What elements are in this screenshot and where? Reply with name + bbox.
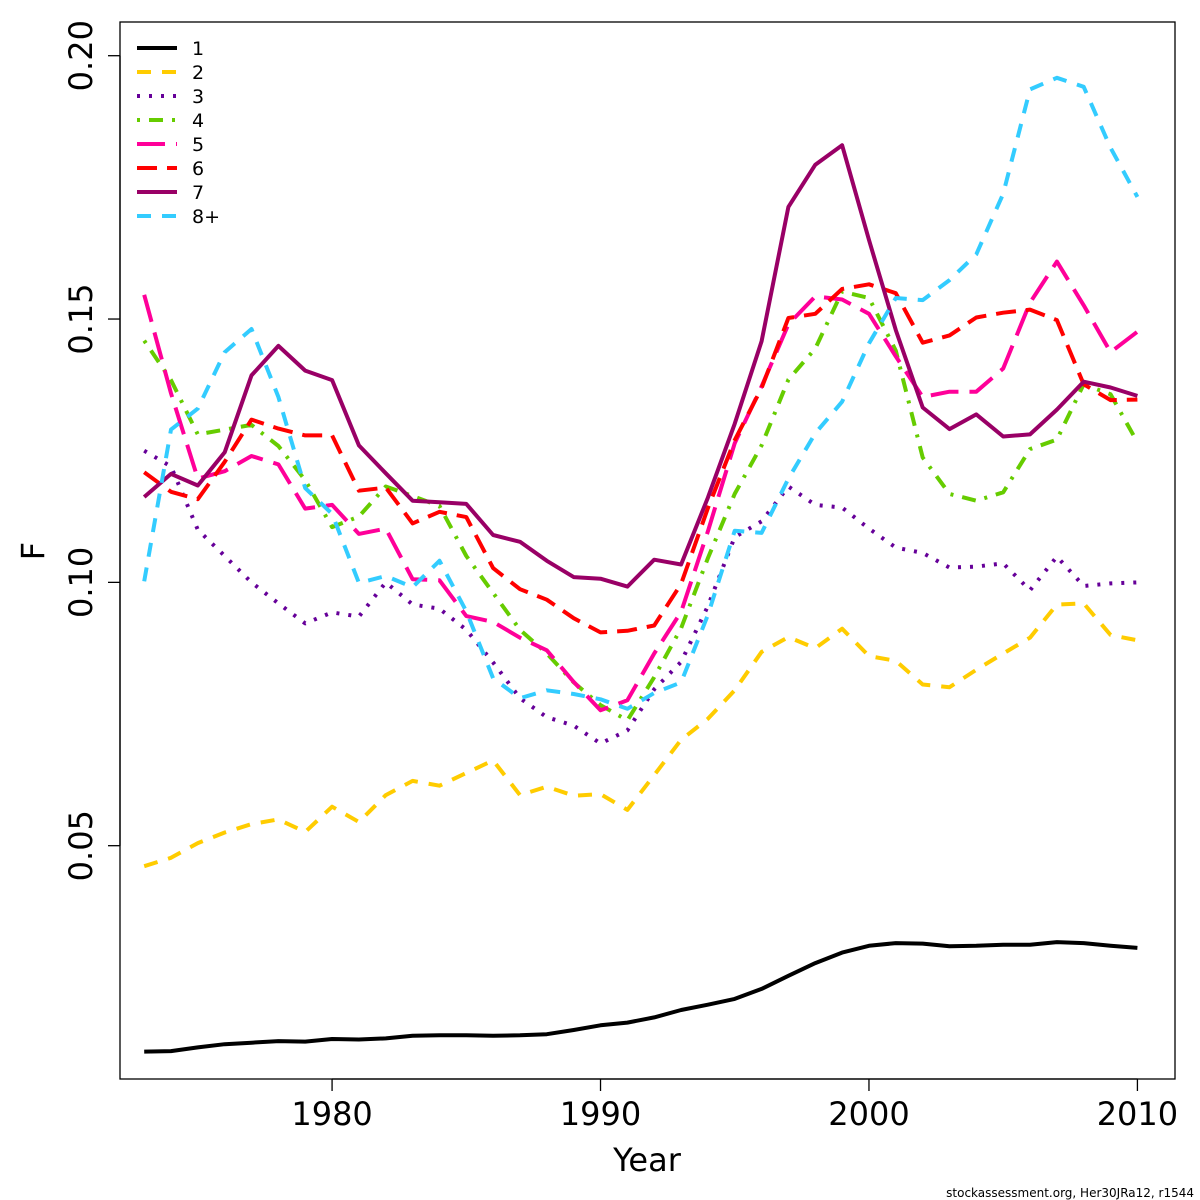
series-line-1: [144, 940, 1138, 1054]
series-layer: [142, 75, 1140, 1054]
x-tick-label: 2000: [828, 1095, 909, 1133]
y-axis-title: F: [14, 542, 52, 560]
series-line-2: [143, 601, 1138, 869]
legend-item-8plus: 8+: [137, 206, 220, 228]
legend-item-6: 6: [137, 158, 204, 180]
plot-frame: [119, 21, 1176, 1080]
x-tick-label: 1980: [291, 1095, 372, 1133]
legend-label: 4: [192, 110, 204, 132]
y-tick-label: 0.05: [62, 810, 100, 881]
legend-label: 8+: [192, 206, 220, 228]
legend-item-7: 7: [137, 182, 204, 204]
legend-label: 2: [192, 62, 204, 84]
series-line-3: [143, 448, 1138, 746]
series-line-7: [142, 143, 1138, 589]
x-axis: 1980 1990 2000 2010: [291, 1078, 1178, 1133]
series-line-5: [142, 259, 1139, 713]
series-line-6: [143, 282, 1138, 635]
legend-label: 7: [192, 182, 204, 204]
footer-note: stockassessment.org, Her30JRa12, r1544: [946, 1186, 1194, 1200]
series-line-4: [142, 289, 1140, 723]
legend-item-1: 1: [137, 38, 204, 60]
y-axis: 0.05 0.10 0.15 0.20: [62, 20, 121, 881]
x-tick-label: 1990: [560, 1095, 641, 1133]
y-tick-label: 0.10: [62, 547, 100, 618]
legend-label: 5: [192, 134, 204, 156]
legend-item-4: 4: [137, 110, 204, 132]
x-axis-title: Year: [612, 1141, 682, 1179]
x-tick-label: 2010: [1097, 1095, 1178, 1133]
legend-item-3: 3: [137, 86, 204, 108]
legend-label: 6: [192, 158, 204, 180]
y-tick-label: 0.15: [62, 283, 100, 354]
legend-label: 3: [192, 86, 204, 108]
legend-label: 1: [192, 38, 204, 60]
series-line-8plus: [142, 75, 1140, 711]
legend-item-5: 5: [137, 134, 204, 156]
legend-item-2: 2: [137, 62, 204, 84]
y-tick-label: 0.20: [62, 20, 100, 91]
